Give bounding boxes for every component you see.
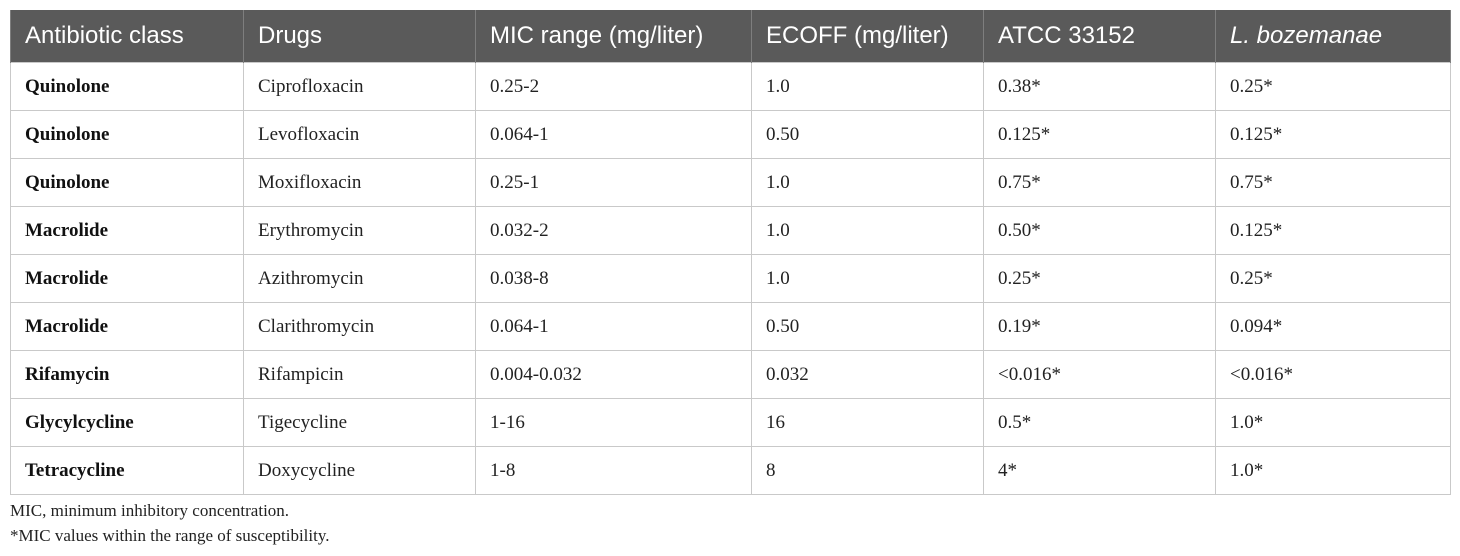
cell-atcc-33152: 0.38*: [983, 62, 1216, 111]
cell-l-bozemanae: 1.0*: [1215, 398, 1451, 447]
cell-antibiotic-class: Macrolide: [10, 254, 244, 303]
cell-ecoff: 1.0: [751, 254, 984, 303]
cell-ecoff: 1.0: [751, 206, 984, 255]
cell-l-bozemanae: 0.25*: [1215, 62, 1451, 111]
cell-antibiotic-class: Quinolone: [10, 158, 244, 207]
cell-l-bozemanae: <0.016*: [1215, 350, 1451, 399]
cell-atcc-33152: 4*: [983, 446, 1216, 495]
header-antibiotic-class: Antibiotic class: [10, 10, 244, 63]
table-row: Macrolide Erythromycin 0.032-2 1.0 0.50*…: [10, 206, 1451, 255]
cell-antibiotic-class: Glycylcycline: [10, 398, 244, 447]
cell-drug: Clarithromycin: [243, 302, 476, 351]
cell-atcc-33152: 0.125*: [983, 110, 1216, 159]
cell-mic-range: 0.064-1: [475, 302, 752, 351]
header-row: Antibiotic class Drugs MIC range (mg/lit…: [10, 10, 1451, 63]
table-body: Quinolone Ciprofloxacin 0.25-2 1.0 0.38*…: [10, 62, 1451, 495]
cell-atcc-33152: 0.50*: [983, 206, 1216, 255]
footnote-susceptibility: *MIC values within the range of suscepti…: [10, 526, 330, 545]
table-row: Macrolide Azithromycin 0.038-8 1.0 0.25*…: [10, 254, 1451, 303]
cell-ecoff: 1.0: [751, 158, 984, 207]
cell-mic-range: 0.038-8: [475, 254, 752, 303]
cell-mic-range: 1-8: [475, 446, 752, 495]
cell-antibiotic-class: Rifamycin: [10, 350, 244, 399]
cell-drug: Azithromycin: [243, 254, 476, 303]
cell-atcc-33152: 0.19*: [983, 302, 1216, 351]
cell-drug: Moxifloxacin: [243, 158, 476, 207]
table-row: Rifamycin Rifampicin 0.004-0.032 0.032 <…: [10, 350, 1451, 399]
cell-ecoff: 0.032: [751, 350, 984, 399]
cell-l-bozemanae: 0.125*: [1215, 110, 1451, 159]
header-ecoff: ECOFF (mg/liter): [751, 10, 984, 63]
cell-atcc-33152: 0.25*: [983, 254, 1216, 303]
table-header: Antibiotic class Drugs MIC range (mg/lit…: [10, 10, 1451, 63]
susceptibility-table: Antibiotic class Drugs MIC range (mg/lit…: [10, 10, 1451, 495]
cell-ecoff: 1.0: [751, 62, 984, 111]
cell-mic-range: 0.032-2: [475, 206, 752, 255]
table-row: Quinolone Ciprofloxacin 0.25-2 1.0 0.38*…: [10, 62, 1451, 111]
header-mic-range: MIC range (mg/liter): [475, 10, 752, 63]
footnote-mic-definition: MIC, minimum inhibitory concentration.: [10, 501, 290, 520]
cell-ecoff: 8: [751, 446, 984, 495]
data-table-container: Antibiotic class Drugs MIC range (mg/lit…: [10, 10, 1451, 495]
cell-atcc-33152: 0.75*: [983, 158, 1216, 207]
cell-l-bozemanae: 1.0*: [1215, 446, 1451, 495]
cell-l-bozemanae: 0.094*: [1215, 302, 1451, 351]
cell-antibiotic-class: Tetracycline: [10, 446, 244, 495]
table-row: Tetracycline Doxycycline 1-8 8 4* 1.0*: [10, 446, 1451, 495]
cell-atcc-33152: 0.5*: [983, 398, 1216, 447]
table-row: Quinolone Levofloxacin 0.064-1 0.50 0.12…: [10, 110, 1451, 159]
cell-l-bozemanae: 0.125*: [1215, 206, 1451, 255]
cell-mic-range: 0.004-0.032: [475, 350, 752, 399]
header-atcc-33152: ATCC 33152: [983, 10, 1216, 63]
table-row: Quinolone Moxifloxacin 0.25-1 1.0 0.75* …: [10, 158, 1451, 207]
header-drugs: Drugs: [243, 10, 476, 63]
cell-mic-range: 0.25-1: [475, 158, 752, 207]
cell-antibiotic-class: Quinolone: [10, 62, 244, 111]
cell-l-bozemanae: 0.25*: [1215, 254, 1451, 303]
cell-drug: Doxycycline: [243, 446, 476, 495]
cell-drug: Rifampicin: [243, 350, 476, 399]
cell-mic-range: 0.064-1: [475, 110, 752, 159]
cell-ecoff: 0.50: [751, 302, 984, 351]
cell-mic-range: 1-16: [475, 398, 752, 447]
cell-ecoff: 16: [751, 398, 984, 447]
table-row: Glycylcycline Tigecycline 1-16 16 0.5* 1…: [10, 398, 1451, 447]
cell-ecoff: 0.50: [751, 110, 984, 159]
cell-l-bozemanae: 0.75*: [1215, 158, 1451, 207]
cell-atcc-33152: <0.016*: [983, 350, 1216, 399]
cell-antibiotic-class: Macrolide: [10, 206, 244, 255]
header-l-bozemanae: L. bozemanae: [1215, 10, 1451, 63]
cell-drug: Levofloxacin: [243, 110, 476, 159]
cell-drug: Erythromycin: [243, 206, 476, 255]
cell-antibiotic-class: Macrolide: [10, 302, 244, 351]
cell-drug: Tigecycline: [243, 398, 476, 447]
cell-antibiotic-class: Quinolone: [10, 110, 244, 159]
table-row: Macrolide Clarithromycin 0.064-1 0.50 0.…: [10, 302, 1451, 351]
table-footnotes: MIC, minimum inhibitory concentration. *…: [10, 498, 329, 548]
cell-mic-range: 0.25-2: [475, 62, 752, 111]
cell-drug: Ciprofloxacin: [243, 62, 476, 111]
